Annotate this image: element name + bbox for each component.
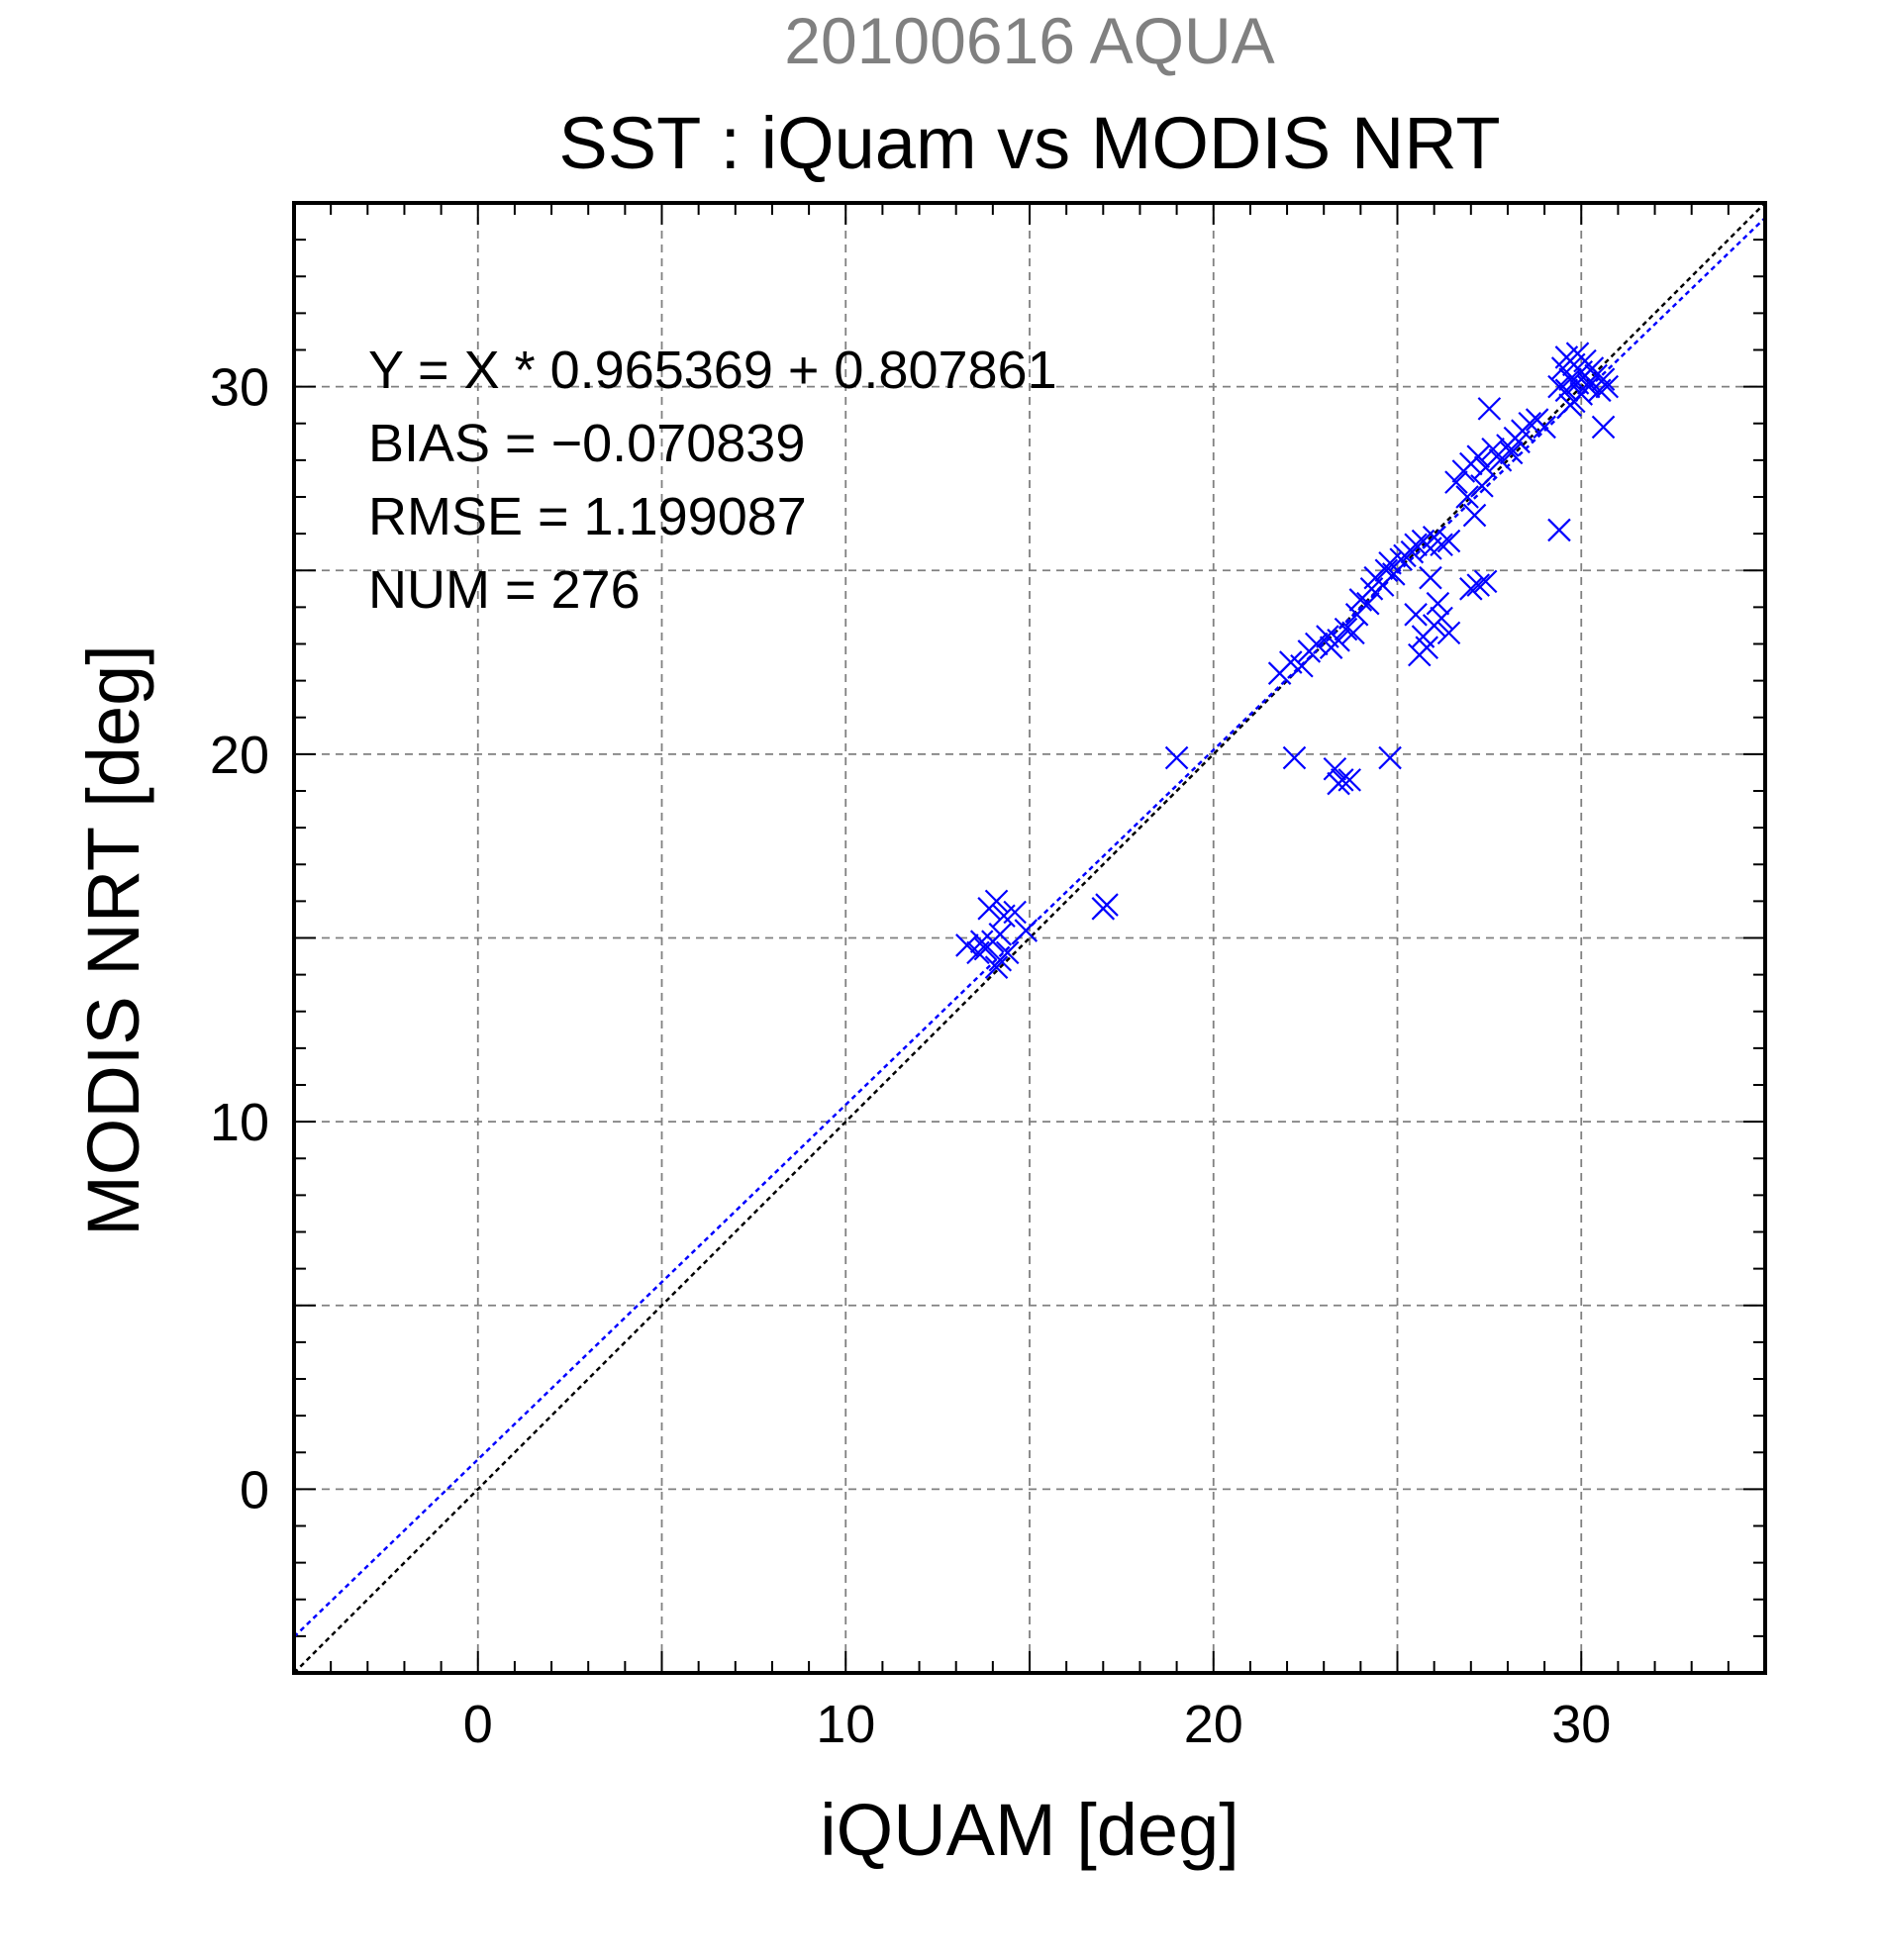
scatter-point (984, 955, 1009, 979)
scatter-point (1547, 374, 1571, 399)
scatter-point (1436, 621, 1461, 645)
scatter-point (1473, 455, 1498, 480)
y-axis-label: MODIS NRT [deg] (72, 644, 154, 1236)
scatter-point (1430, 533, 1453, 557)
plot-frame (292, 201, 1767, 1675)
scatter-point (1444, 470, 1468, 494)
stats-bias: BIAS = −0.070839 (368, 414, 805, 473)
stats-fit-equation: Y = X * 0.965369 + 0.807861 (368, 341, 1057, 400)
scatter-point (1488, 448, 1513, 472)
scatter-point (1408, 642, 1432, 667)
y-tick-label: 10 (210, 1093, 269, 1152)
stats-num: NUM = 276 (368, 560, 641, 620)
x-tick-labels: 0 10 20 30 (463, 1695, 1612, 1754)
scatter-point (1481, 437, 1505, 461)
scatter-point (1341, 621, 1365, 645)
scatter-point (984, 889, 1009, 914)
scatter-point (988, 923, 1013, 946)
scatter-point (1014, 919, 1039, 942)
scatter-point (995, 940, 1020, 965)
scatter-points (955, 342, 1620, 979)
x-tick-label: 10 (816, 1695, 875, 1754)
scatter-point (955, 933, 979, 957)
scatter-point (1327, 771, 1350, 796)
y-tick-label: 0 (240, 1460, 269, 1519)
x-tick-label: 0 (463, 1695, 493, 1754)
scatter-point (1507, 430, 1531, 454)
scatter-point (1595, 374, 1620, 399)
chart-title: SST : iQuam vs MODIS NRT (558, 102, 1500, 184)
x-axis-label: iQUAM [deg] (820, 1789, 1239, 1871)
scatter-point (1473, 569, 1498, 594)
stats-box: Y = X * 0.965369 + 0.807861 BIAS = −0.07… (368, 341, 1057, 620)
grid-lines (294, 203, 1765, 1673)
scatter-point (1547, 518, 1571, 542)
scatter-point (1334, 617, 1358, 641)
scatter-point (1003, 900, 1027, 925)
scatter-point (1290, 653, 1314, 678)
scatter-point (1436, 529, 1461, 553)
scatter-point (1378, 745, 1402, 770)
scatter-point (1164, 745, 1189, 770)
scatter-point (1466, 573, 1491, 597)
stats-rmse: RMSE = 1.199087 (368, 487, 807, 546)
scatter-point (1327, 629, 1350, 652)
scatter-point (1430, 606, 1453, 631)
y-tick-label: 30 (210, 358, 269, 418)
scatter-point (1558, 393, 1582, 417)
scatter-point (1518, 411, 1542, 436)
scatter-point (1554, 378, 1579, 403)
scatter-point (1374, 558, 1399, 583)
scatter-point (1462, 503, 1487, 528)
scatter-point (1404, 533, 1428, 557)
scatter-point (969, 930, 994, 953)
y-tick-label: 20 (210, 726, 269, 785)
scatter-point (1356, 591, 1380, 616)
scatter-point (1470, 474, 1494, 498)
scatter-point (1455, 485, 1479, 509)
scatter-point (1573, 363, 1597, 388)
scatter-point (1282, 745, 1307, 770)
x-tick-label: 20 (1184, 1695, 1243, 1754)
scatter-point (1382, 562, 1406, 586)
scatter-point (1404, 603, 1428, 627)
y-tick-labels: 0 10 20 30 (210, 358, 269, 1520)
chart-supertitle: 20100616 AQUA (784, 4, 1274, 77)
identity-line (293, 202, 1766, 1674)
scatter-point (1591, 415, 1616, 440)
scatter-point (1304, 632, 1329, 656)
scatter-point (1533, 415, 1556, 440)
scatter-point (1426, 591, 1450, 616)
scatter-point (1095, 893, 1119, 917)
scatter-point (1323, 756, 1347, 781)
scatter-point (1466, 444, 1491, 468)
scatter-point (1477, 397, 1502, 421)
scatter-point (1499, 441, 1524, 465)
fit-line (293, 217, 1766, 1638)
x-tick-label: 30 (1551, 1695, 1611, 1754)
scatter-point (1419, 565, 1442, 590)
scatter-point (1459, 577, 1483, 601)
